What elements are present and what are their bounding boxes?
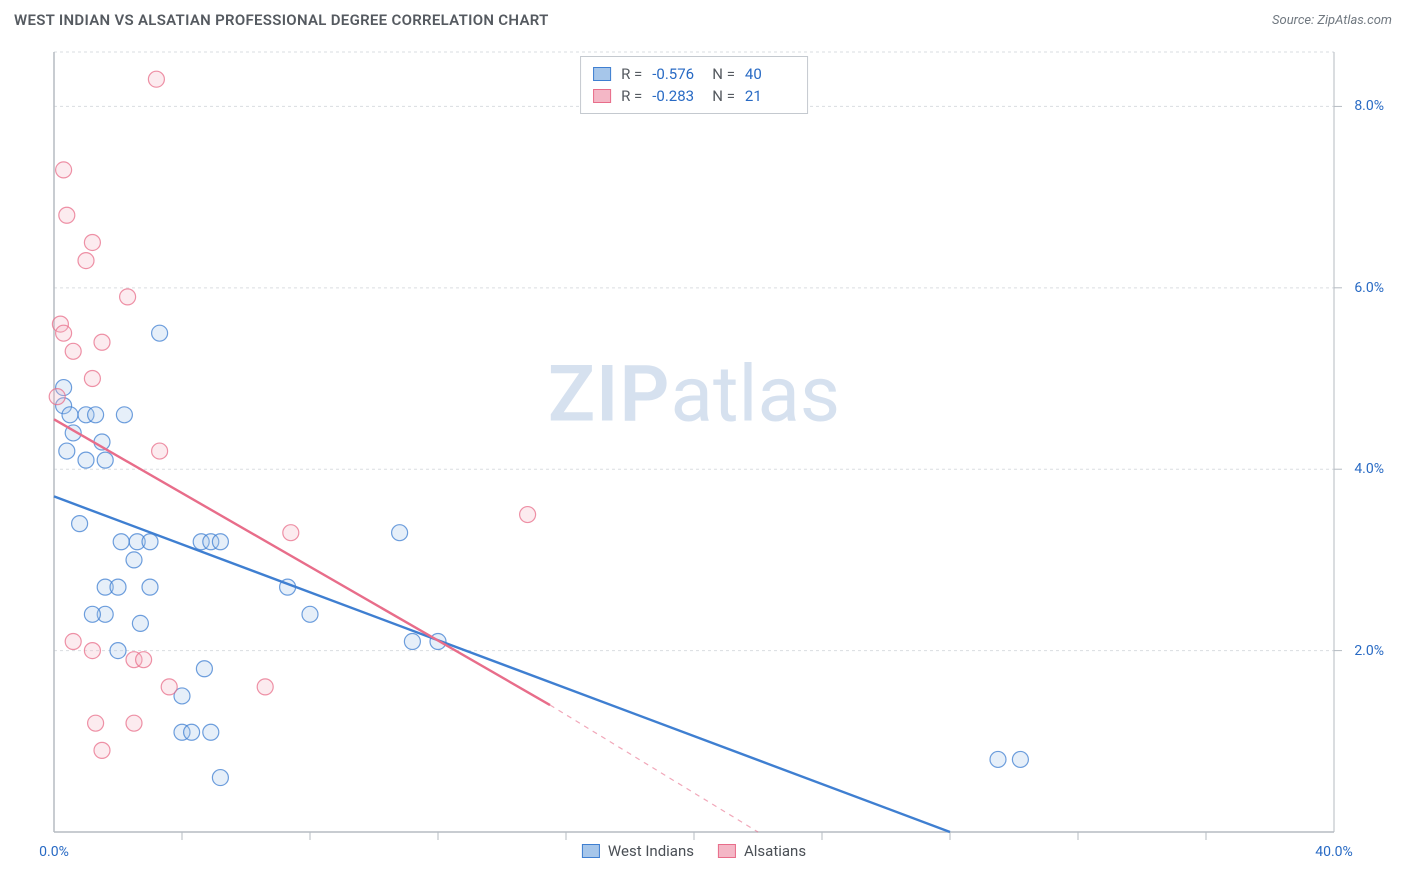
- x-tick-label: 40.0%: [1315, 844, 1353, 860]
- plot-area: ZIPatlas R = -0.576 N = 40 R = -0.283 N …: [54, 52, 1334, 832]
- n-value-0: 40: [745, 63, 795, 85]
- chart-title: WEST INDIAN VS ALSATIAN PROFESSIONAL DEG…: [14, 11, 549, 29]
- r-label-1: R =: [621, 85, 642, 107]
- legend-swatch-alsatians: [718, 844, 736, 858]
- legend-swatch-west-indians: [582, 844, 600, 858]
- y-tick-label: 8.0%: [1354, 98, 1384, 114]
- y-tick-label: 6.0%: [1354, 280, 1384, 296]
- legend-label-alsatians: Alsatians: [744, 842, 806, 860]
- r-label: R =: [621, 63, 642, 85]
- chart-svg: [54, 52, 1334, 832]
- legend-item-west-indians: West Indians: [582, 842, 694, 860]
- r-value-0: -0.576: [652, 63, 702, 85]
- y-tick-label: 4.0%: [1354, 461, 1384, 477]
- stats-row-1: R = -0.283 N = 21: [593, 85, 795, 107]
- n-label-1: N =: [712, 85, 735, 107]
- x-tick-label: 0.0%: [39, 844, 69, 860]
- swatch-alsatians: [593, 89, 611, 103]
- y-tick-label: 2.0%: [1354, 643, 1384, 659]
- r-value-1: -0.283: [652, 85, 702, 107]
- n-value-1: 21: [745, 85, 795, 107]
- source-attribution: Source: ZipAtlas.com: [1272, 13, 1392, 28]
- swatch-west-indians: [593, 67, 611, 81]
- legend-item-alsatians: Alsatians: [718, 842, 806, 860]
- chart-header: WEST INDIAN VS ALSATIAN PROFESSIONAL DEG…: [0, 0, 1406, 40]
- stats-row-0: R = -0.576 N = 40: [593, 63, 795, 85]
- n-label: N =: [712, 63, 735, 85]
- legend-label-west-indians: West Indians: [608, 842, 694, 860]
- stats-legend: R = -0.576 N = 40 R = -0.283 N = 21: [580, 56, 808, 114]
- series-legend: West Indians Alsatians: [582, 842, 806, 860]
